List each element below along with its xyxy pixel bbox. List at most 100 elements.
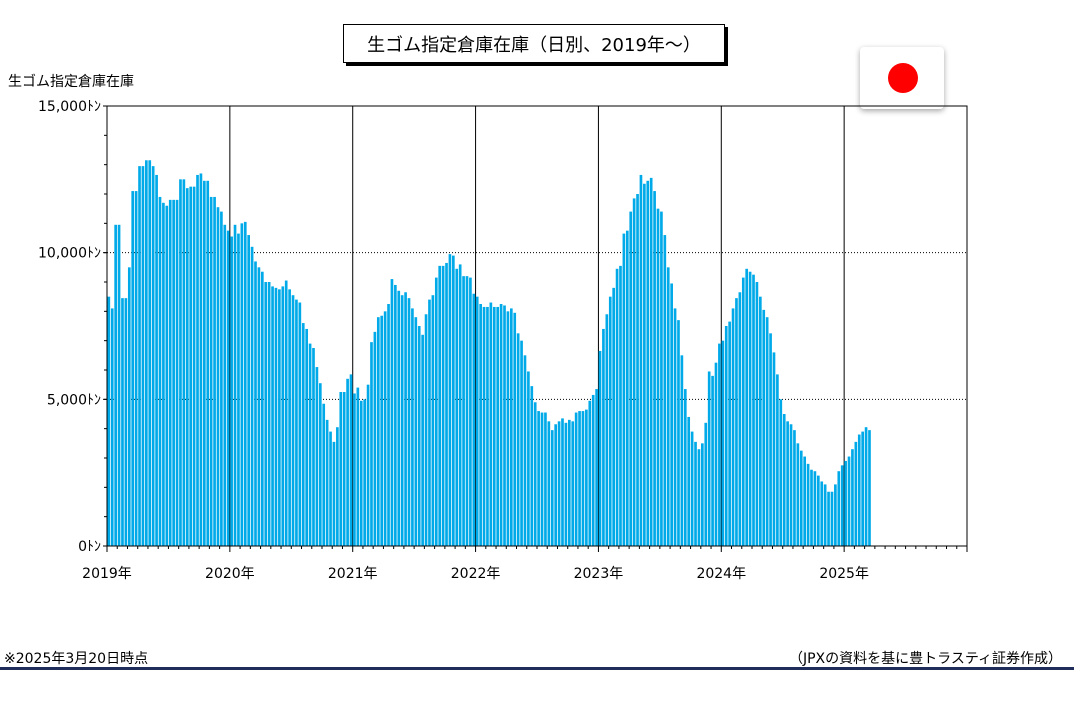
- bar: [274, 287, 278, 546]
- bar: [704, 422, 708, 546]
- bar: [233, 224, 237, 547]
- bar: [322, 403, 326, 546]
- bar: [789, 424, 793, 546]
- bar: [308, 343, 312, 546]
- bar: [656, 208, 660, 546]
- bar: [394, 284, 397, 546]
- bar: [465, 276, 469, 546]
- bar: [489, 302, 493, 546]
- bar: [315, 367, 319, 546]
- bar: [417, 326, 421, 546]
- bar: [438, 265, 442, 546]
- bar: [243, 221, 247, 546]
- bar: [318, 383, 322, 546]
- bar: [636, 194, 639, 546]
- bar: [581, 411, 585, 546]
- bar: [608, 296, 612, 546]
- bar: [397, 290, 401, 546]
- bar: [632, 198, 636, 546]
- bar: [264, 282, 268, 546]
- bar: [540, 412, 544, 546]
- source-note: （JPXの資料を基に豊トラスティ証券作成）: [788, 651, 1062, 667]
- bar: [414, 317, 418, 546]
- bar: [799, 450, 803, 546]
- bar: [735, 298, 738, 546]
- bar: [267, 282, 271, 546]
- bar: [670, 283, 673, 546]
- bar: [622, 233, 626, 546]
- bar: [516, 333, 520, 546]
- bar: [786, 421, 789, 546]
- bar: [680, 355, 684, 546]
- bar: [854, 441, 858, 546]
- bar: [121, 298, 124, 546]
- bar: [288, 289, 291, 546]
- bar: [203, 180, 206, 547]
- bar: [718, 343, 721, 546]
- bar: [206, 180, 210, 547]
- bar: [574, 412, 578, 546]
- bar: [445, 262, 448, 546]
- bar: [728, 321, 731, 546]
- bar: [861, 431, 864, 546]
- bar: [793, 430, 796, 546]
- bar: [182, 179, 186, 547]
- bar: [223, 224, 227, 547]
- bar: [336, 427, 339, 546]
- bar: [257, 267, 261, 546]
- bar: [673, 308, 677, 546]
- bar: [298, 302, 302, 546]
- bar: [721, 340, 725, 546]
- bar: [475, 296, 479, 546]
- y-tick-label: 10,000ﾄﾝ: [38, 246, 101, 262]
- bar: [769, 333, 772, 546]
- bar: [134, 191, 138, 547]
- bar: [612, 287, 615, 546]
- bar: [110, 308, 114, 546]
- x-tick-label: 2023年: [574, 566, 624, 582]
- bar: [230, 236, 233, 547]
- bar: [803, 456, 807, 546]
- bar: [711, 375, 714, 546]
- bar: [162, 202, 165, 547]
- bar: [271, 286, 274, 546]
- bar: [472, 293, 476, 546]
- bar: [520, 340, 523, 546]
- bar: [383, 311, 387, 546]
- bar: [131, 191, 135, 547]
- bar: [390, 279, 394, 546]
- bar: [738, 292, 742, 546]
- bar: [571, 421, 575, 546]
- bar: [479, 304, 482, 546]
- bar: [868, 430, 871, 546]
- bar: [683, 389, 687, 546]
- bar: [312, 348, 315, 546]
- bar: [192, 186, 196, 546]
- bar: [820, 481, 824, 546]
- bar: [578, 411, 581, 546]
- bar: [646, 180, 650, 547]
- bar: [482, 306, 486, 546]
- bar: [813, 471, 817, 546]
- bar: [864, 427, 868, 546]
- bar: [847, 456, 851, 546]
- bar-chart: 0ﾄﾝ 5,000ﾄﾝ 10,000ﾄﾝ 15,000ﾄﾝ 2019年 2020年 2021…: [38, 99, 968, 582]
- bar: [148, 160, 152, 546]
- bar: [776, 374, 779, 546]
- bar: [857, 434, 861, 546]
- bar: [151, 166, 155, 546]
- bar: [424, 314, 428, 546]
- bar: [359, 400, 363, 546]
- bar: [830, 491, 834, 546]
- bar: [291, 295, 295, 546]
- bar: [564, 422, 568, 546]
- bar: [837, 471, 841, 546]
- bar: [452, 255, 455, 546]
- bar: [765, 317, 769, 546]
- bar: [625, 230, 629, 546]
- bar: [349, 374, 353, 546]
- x-tick-label: 2024年: [696, 566, 746, 582]
- bar: [585, 409, 588, 546]
- bar: [220, 211, 223, 546]
- bar: [127, 267, 131, 546]
